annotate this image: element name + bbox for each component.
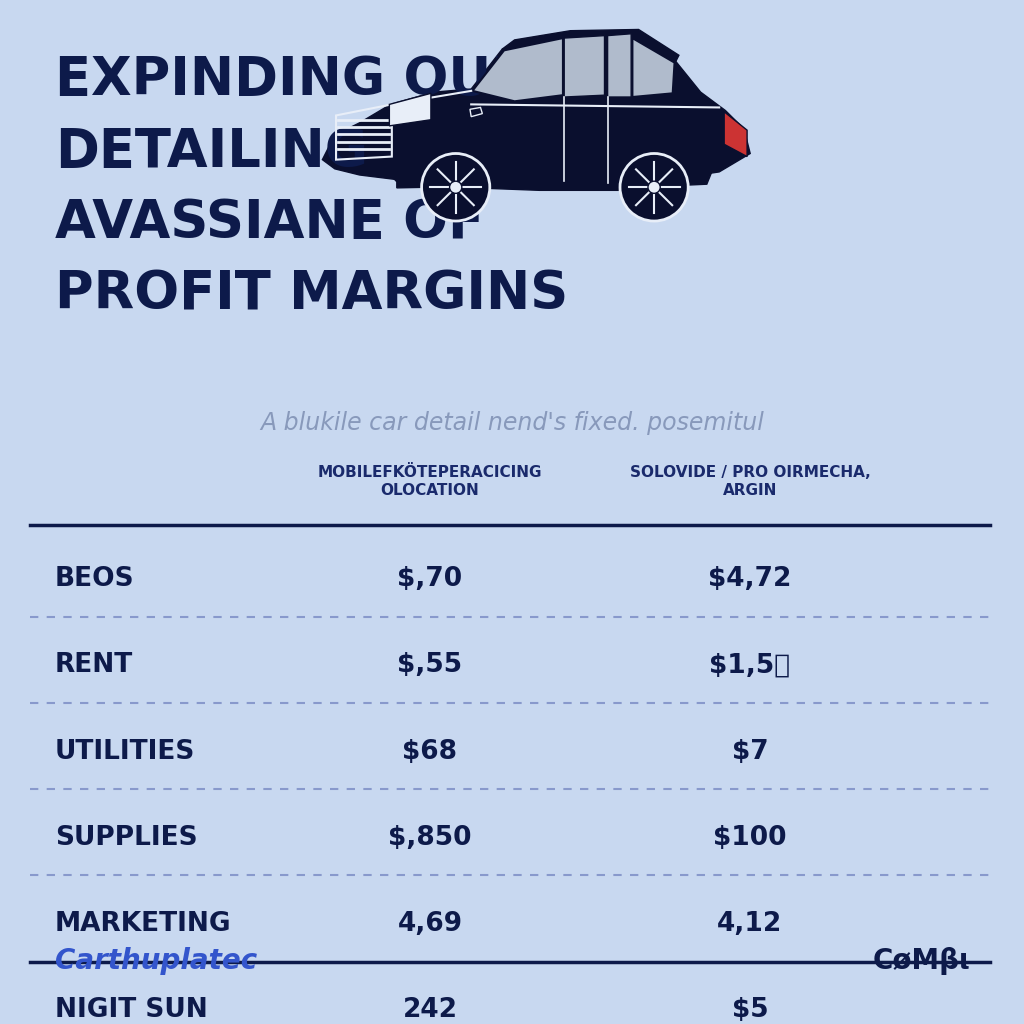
Polygon shape (607, 34, 631, 97)
Circle shape (620, 154, 688, 221)
Text: $5: $5 (732, 997, 768, 1023)
Text: RENT: RENT (55, 652, 133, 679)
Text: A blukile car detail nend's fixed. posemitul: A blukile car detail nend's fixed. posem… (260, 411, 764, 435)
Text: $,70: $,70 (397, 566, 463, 592)
Text: $100: $100 (714, 824, 786, 851)
Text: PROFIT MARGINS: PROFIT MARGINS (55, 268, 568, 321)
Circle shape (648, 181, 660, 194)
Polygon shape (472, 38, 563, 101)
Polygon shape (724, 112, 748, 157)
Text: EXPINDING OUR: EXPINDING OUR (55, 54, 531, 106)
Text: SUPPLIES: SUPPLIES (55, 824, 198, 851)
Polygon shape (564, 36, 604, 97)
Text: NIGIT SUN: NIGIT SUN (55, 997, 208, 1023)
Text: UTILITIES: UTILITIES (55, 738, 196, 765)
Circle shape (450, 181, 462, 194)
Text: 242: 242 (402, 997, 458, 1023)
Text: $,850: $,850 (388, 824, 472, 851)
Text: 4,69: 4,69 (397, 911, 463, 937)
Text: $1,5ᰎ: $1,5ᰎ (710, 652, 791, 679)
Text: CøMβι: CøMβι (872, 946, 970, 975)
Polygon shape (470, 108, 482, 117)
Text: MARKETING: MARKETING (55, 911, 231, 937)
Text: 4,12: 4,12 (718, 911, 782, 937)
Polygon shape (502, 30, 679, 61)
Polygon shape (389, 93, 431, 126)
Text: AVASSIANE OF: AVASSIANE OF (55, 197, 484, 249)
Text: $4,72: $4,72 (709, 566, 792, 592)
Text: $7: $7 (732, 738, 768, 765)
Polygon shape (323, 37, 751, 190)
Circle shape (422, 154, 489, 221)
Text: Carthuplatec: Carthuplatec (55, 946, 257, 975)
Polygon shape (595, 153, 712, 189)
Text: BEOS: BEOS (55, 566, 134, 592)
Text: $68: $68 (402, 738, 458, 765)
Text: $,55: $,55 (397, 652, 463, 679)
Polygon shape (633, 38, 675, 97)
Polygon shape (387, 151, 519, 187)
Text: DETAILING: DETAILING (55, 126, 368, 178)
Text: SOLOVIDE / PRO OIRMECHA,
ARGIN: SOLOVIDE / PRO OIRMECHA, ARGIN (630, 466, 870, 498)
Text: MOBILEFKÖTEPERACICING
OLOCATION: MOBILEFKÖTEPERACICING OLOCATION (317, 466, 543, 498)
